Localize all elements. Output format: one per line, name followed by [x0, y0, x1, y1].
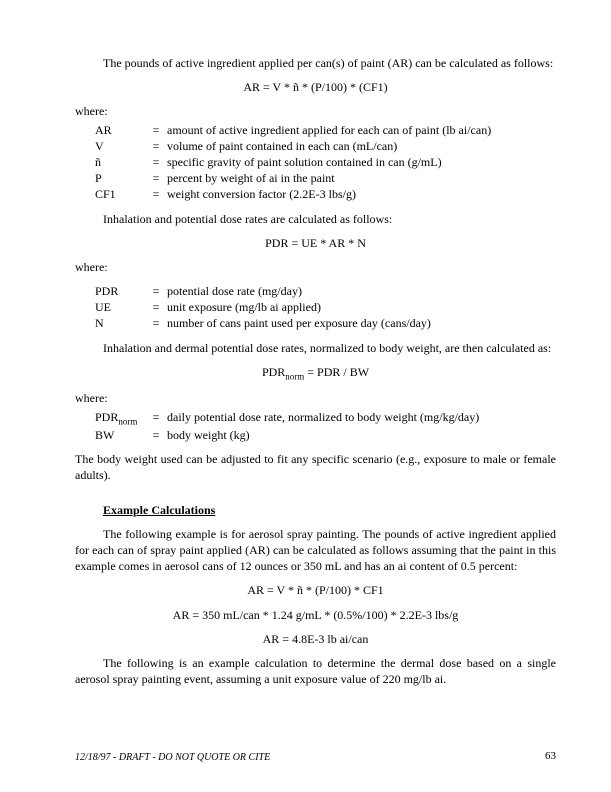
- def-row: N=number of cans paint used per exposure…: [95, 315, 435, 331]
- footer-draft: 12/18/97 - DRAFT - DO NOT QUOTE OR CITE: [75, 752, 270, 763]
- page-footer: 12/18/97 - DRAFT - DO NOT QUOTE OR CITE …: [75, 751, 556, 765]
- def-desc: potential dose rate (mg/day): [167, 283, 435, 299]
- def-sym-text: PDR: [95, 410, 118, 424]
- def-eq: =: [149, 299, 167, 315]
- where-ar: where:: [75, 103, 556, 119]
- def-sym: CF1: [95, 186, 149, 202]
- def-eq: =: [149, 154, 167, 170]
- def-desc: specific gravity of paint solution conta…: [167, 154, 495, 170]
- def-sym: P: [95, 170, 149, 186]
- def-row: AR=amount of active ingredient applied f…: [95, 122, 495, 138]
- def-eq: =: [149, 186, 167, 202]
- def-sym: PDRnorm: [95, 409, 149, 428]
- def-eq: =: [149, 283, 167, 299]
- formula-pdrnorm: PDRnorm = PDR / BW: [75, 364, 556, 383]
- example-p2: The following is an example calculation …: [75, 655, 556, 687]
- footer-page-number: 63: [545, 749, 556, 764]
- formula-ar: AR = V * ñ * (P/100) * (CF1): [75, 79, 556, 95]
- def-row: CF1=weight conversion factor (2.2E-3 lbs…: [95, 186, 495, 202]
- def-eq: =: [149, 122, 167, 138]
- def-row: V=volume of paint contained in each can …: [95, 138, 495, 154]
- def-sym-sub: norm: [118, 416, 137, 426]
- def-row: PDR=potential dose rate (mg/day): [95, 283, 435, 299]
- intro-ar: The pounds of active ingredient applied …: [75, 55, 556, 71]
- defs-pdrnorm: PDRnorm = daily potential dose rate, nor…: [95, 409, 483, 444]
- def-row: BW = body weight (kg): [95, 427, 483, 443]
- section-example: Example Calculations: [103, 502, 215, 518]
- example-p1: The following example is for aerosol spr…: [75, 526, 556, 575]
- formula-pdr: PDR = UE * AR * N: [75, 235, 556, 251]
- def-desc: amount of active ingredient applied for …: [167, 122, 495, 138]
- def-sym: BW: [95, 427, 149, 443]
- def-sym: N: [95, 315, 149, 331]
- def-row: ñ=specific gravity of paint solution con…: [95, 154, 495, 170]
- def-sym: ñ: [95, 154, 149, 170]
- defs-pdr: PDR=potential dose rate (mg/day) UE=unit…: [95, 283, 435, 332]
- def-desc: percent by weight of ai in the paint: [167, 170, 495, 186]
- def-eq: =: [149, 315, 167, 331]
- def-desc: daily potential dose rate, normalized to…: [167, 409, 483, 428]
- bw-note: The body weight used can be adjusted to …: [75, 451, 556, 483]
- def-sym: AR: [95, 122, 149, 138]
- def-desc: weight conversion factor (2.2E-3 lbs/g): [167, 186, 495, 202]
- def-desc: body weight (kg): [167, 427, 483, 443]
- formula-ex1: AR = V * ñ * (P/100) * CF1: [75, 582, 556, 598]
- intro-pdrnorm: Inhalation and dermal potential dose rat…: [75, 340, 556, 356]
- where-pdr: where:: [75, 259, 556, 275]
- def-desc: number of cans paint used per exposure d…: [167, 315, 435, 331]
- formula-ex2: AR = 350 mL/can * 1.24 g/mL * (0.5%/100)…: [75, 607, 556, 623]
- def-eq: =: [149, 138, 167, 154]
- def-row: UE=unit exposure (mg/lb ai applied): [95, 299, 435, 315]
- formula-pdrnorm-sub: norm: [285, 371, 304, 381]
- where-pdrnorm: where:: [75, 390, 556, 406]
- def-row: PDRnorm = daily potential dose rate, nor…: [95, 409, 483, 428]
- formula-pdrnorm-post: = PDR / BW: [304, 365, 369, 379]
- def-sym: UE: [95, 299, 149, 315]
- def-desc: unit exposure (mg/lb ai applied): [167, 299, 435, 315]
- def-eq: =: [149, 170, 167, 186]
- intro-pdr: Inhalation and potential dose rates are …: [75, 211, 556, 227]
- def-desc: volume of paint contained in each can (m…: [167, 138, 495, 154]
- def-sym: V: [95, 138, 149, 154]
- formula-pdrnorm-pre: PDR: [262, 365, 285, 379]
- def-eq: =: [149, 409, 167, 428]
- defs-ar: AR=amount of active ingredient applied f…: [95, 122, 495, 203]
- def-eq: =: [149, 427, 167, 443]
- formula-ex3: AR = 4.8E-3 lb ai/can: [75, 631, 556, 647]
- def-sym: PDR: [95, 283, 149, 299]
- def-row: P=percent by weight of ai in the paint: [95, 170, 495, 186]
- document-page: The pounds of active ingredient applied …: [0, 0, 611, 792]
